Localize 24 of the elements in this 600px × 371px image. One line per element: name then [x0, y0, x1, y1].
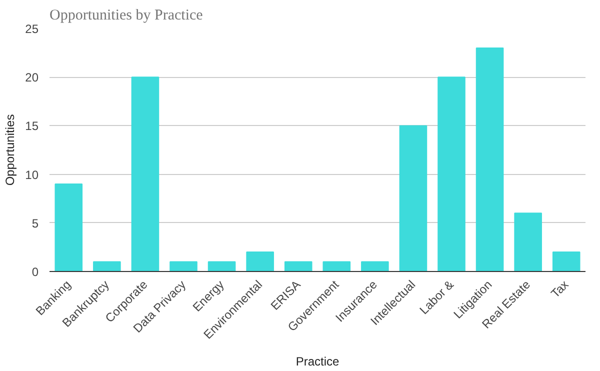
- bar: [246, 252, 274, 272]
- bar: [208, 261, 236, 272]
- x-axis-title: Practice: [296, 354, 340, 369]
- bar: [93, 261, 121, 272]
- bar: [552, 252, 580, 272]
- bar: [284, 261, 312, 272]
- y-tick-label: 10: [25, 168, 39, 182]
- x-tick-label: Tax: [548, 278, 572, 301]
- chart-title: Opportunities by Practice: [50, 8, 204, 24]
- bar: [322, 261, 351, 272]
- y-axis-title: Opportunities: [3, 114, 18, 186]
- bar: [54, 184, 83, 272]
- bar: [361, 261, 389, 272]
- y-tick-label: 25: [25, 22, 39, 36]
- y-tick-label: 15: [25, 119, 39, 134]
- y-tick-label: 5: [32, 216, 39, 230]
- bar: [514, 212, 542, 272]
- y-tick-label: 0: [32, 265, 39, 279]
- bar: [170, 261, 198, 272]
- bar: [399, 125, 428, 272]
- bar: [131, 76, 160, 272]
- y-tick-label: 20: [25, 70, 39, 85]
- bar: [438, 76, 466, 272]
- bar: [476, 47, 504, 272]
